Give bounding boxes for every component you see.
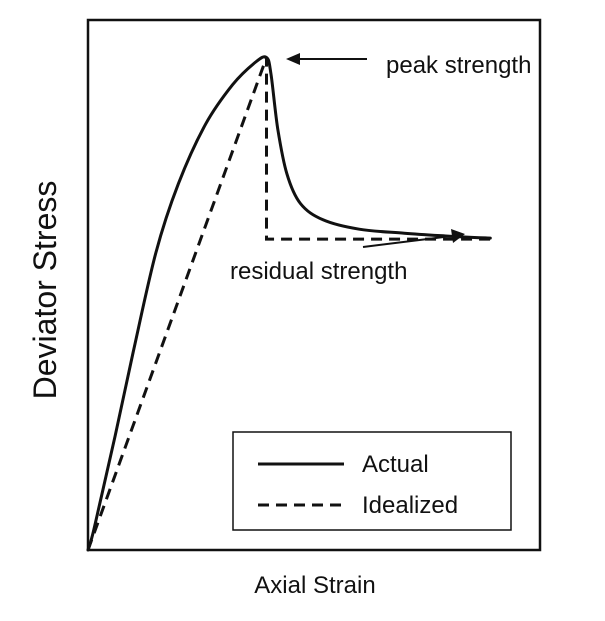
- annotation-peak-arrowhead: [286, 53, 300, 65]
- annotation-residual-arrow-line: [362, 235, 453, 248]
- annotation-residual-strength: residual strength: [230, 229, 465, 285]
- annotation-peak-strength: peak strength: [286, 52, 531, 79]
- legend-box: [232, 431, 512, 531]
- series-line-idealized: [86, 56, 491, 551]
- y-axis-label: Deviator Stress: [27, 181, 63, 400]
- legend: Actual Idealized: [232, 431, 512, 531]
- annotation-residual-arrowhead: [451, 229, 465, 243]
- series-layer: [86, 55, 492, 552]
- plot-frame: [86, 18, 542, 552]
- x-axis-label: Axial Strain: [254, 572, 375, 599]
- series-line-actual: [86, 55, 492, 552]
- annotation-residual-label: residual strength: [230, 258, 407, 285]
- legend-label-actual: Actual: [362, 451, 429, 478]
- legend-label-idealized: Idealized: [362, 492, 458, 519]
- annotation-peak-label: peak strength: [386, 52, 531, 79]
